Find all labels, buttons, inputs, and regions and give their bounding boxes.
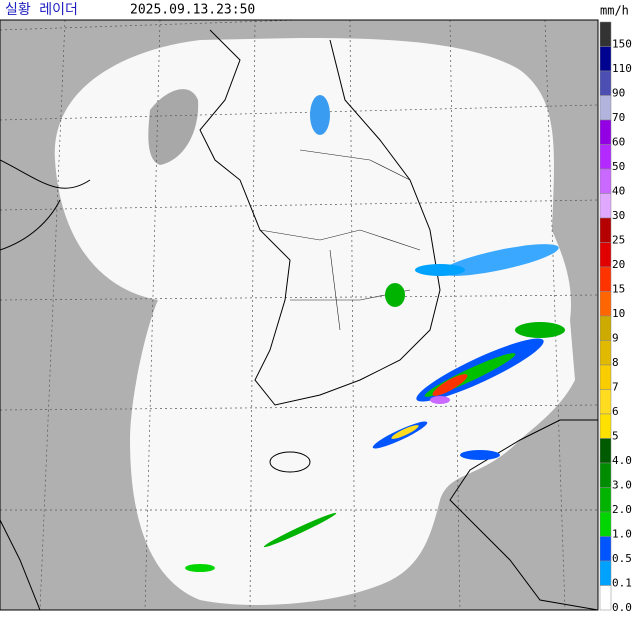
legend-label: 15	[612, 283, 625, 296]
legend-label: 10	[612, 307, 625, 320]
legend-swatch	[599, 242, 612, 268]
legend-swatch	[599, 585, 612, 611]
legend-label: 1.0	[612, 528, 632, 541]
legend-label: 2.0	[612, 503, 632, 516]
timestamp: 2025.09.13.23:50	[130, 3, 255, 18]
legend-swatch	[599, 217, 612, 243]
legend-swatch	[599, 266, 612, 292]
legend-swatch	[599, 46, 612, 72]
legend-label: 3.0	[612, 479, 632, 492]
legend-label: 0.1	[612, 577, 632, 590]
legend-label: 110	[612, 62, 632, 75]
legend-label: 60	[612, 136, 625, 149]
legend: 150 110 90 70 60 50 40 30 25 20 15 10 9 8 7 6 5 4.0 3.0 2.0…	[599, 21, 632, 614]
legend-label: 0.0	[612, 601, 632, 614]
radar-coverage	[54, 38, 575, 605]
legend-label: 9	[612, 332, 619, 345]
legend-swatch	[599, 438, 612, 464]
province-borders	[259, 149, 421, 331]
legend-label: 5	[612, 430, 619, 443]
legend-label: 8	[612, 356, 619, 369]
precipitation	[185, 95, 565, 572]
legend-label: 40	[612, 185, 625, 198]
legend-swatch	[599, 315, 612, 341]
legend-label: 20	[612, 258, 625, 271]
legend-swatch	[599, 364, 612, 390]
legend-swatch	[599, 487, 612, 513]
legend-label: 0.5	[612, 552, 632, 565]
coastlines	[0, 29, 598, 610]
legend-swatch	[599, 340, 612, 366]
legend-swatch	[599, 21, 612, 47]
legend-label: 25	[612, 234, 625, 247]
map	[0, 20, 598, 610]
legend-swatch	[599, 413, 612, 439]
legend-swatch	[599, 560, 612, 586]
legend-swatch	[599, 70, 612, 96]
legend-label: 150	[612, 38, 632, 51]
map-frame	[0, 19, 599, 611]
legend-swatch	[599, 511, 612, 537]
unit: mm/h	[600, 4, 629, 18]
title: 실황 레이더	[5, 2, 78, 18]
legend-label: 30	[612, 209, 625, 222]
legend-swatch	[599, 168, 612, 194]
legend-label: 7	[612, 381, 619, 394]
legend-swatch	[599, 462, 612, 488]
legend-swatch	[599, 389, 612, 415]
legend-label: 90	[612, 87, 625, 100]
legend-label: 6	[612, 405, 619, 418]
legend-swatch	[599, 193, 612, 219]
clutter	[148, 89, 199, 165]
legend-label: 50	[612, 160, 625, 173]
legend-swatch	[599, 291, 612, 317]
legend-label: 70	[612, 111, 625, 124]
grid-lines	[0, 20, 598, 610]
legend-swatch	[599, 144, 612, 170]
legend-label: 4.0	[612, 454, 632, 467]
legend-swatch	[599, 95, 612, 121]
legend-swatch	[599, 536, 612, 562]
legend-swatch	[599, 119, 612, 145]
